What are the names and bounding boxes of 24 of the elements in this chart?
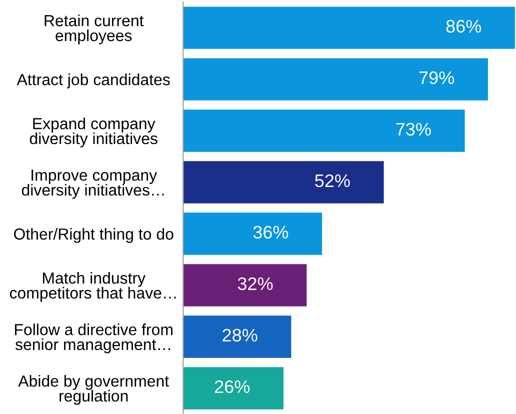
bar bbox=[183, 161, 384, 204]
data-label: 36% bbox=[253, 226, 288, 239]
data-label: 28% bbox=[222, 328, 258, 342]
data-label: 32% bbox=[238, 277, 273, 290]
data-label: 79% bbox=[419, 71, 454, 84]
y-tick-label: Expand company diversity initiatives bbox=[30, 118, 158, 148]
y-tick-label: Other/Right thing to do bbox=[14, 228, 174, 243]
y-tick-label: Match industry competitors that have… bbox=[10, 272, 176, 302]
bar bbox=[183, 316, 292, 358]
data-label: 86% bbox=[446, 20, 482, 33]
y-tick-label: Abide by government regulation bbox=[18, 375, 169, 405]
data-label: 26% bbox=[214, 380, 250, 394]
data-label: 52% bbox=[315, 174, 350, 188]
y-tick-label: Follow a directive from senior management… bbox=[15, 324, 172, 354]
y-tick-label: Improve company diversity initiatives… bbox=[22, 170, 164, 199]
bar bbox=[183, 264, 307, 306]
bar bbox=[183, 110, 465, 152]
bar bbox=[183, 58, 488, 100]
bar bbox=[183, 6, 515, 49]
bar bbox=[183, 212, 322, 255]
bar bbox=[183, 367, 284, 410]
y-tick-label: Attract job candidates bbox=[16, 74, 170, 88]
data-label: 73% bbox=[396, 122, 431, 136]
y-tick-label: Retain current employees bbox=[44, 14, 144, 44]
